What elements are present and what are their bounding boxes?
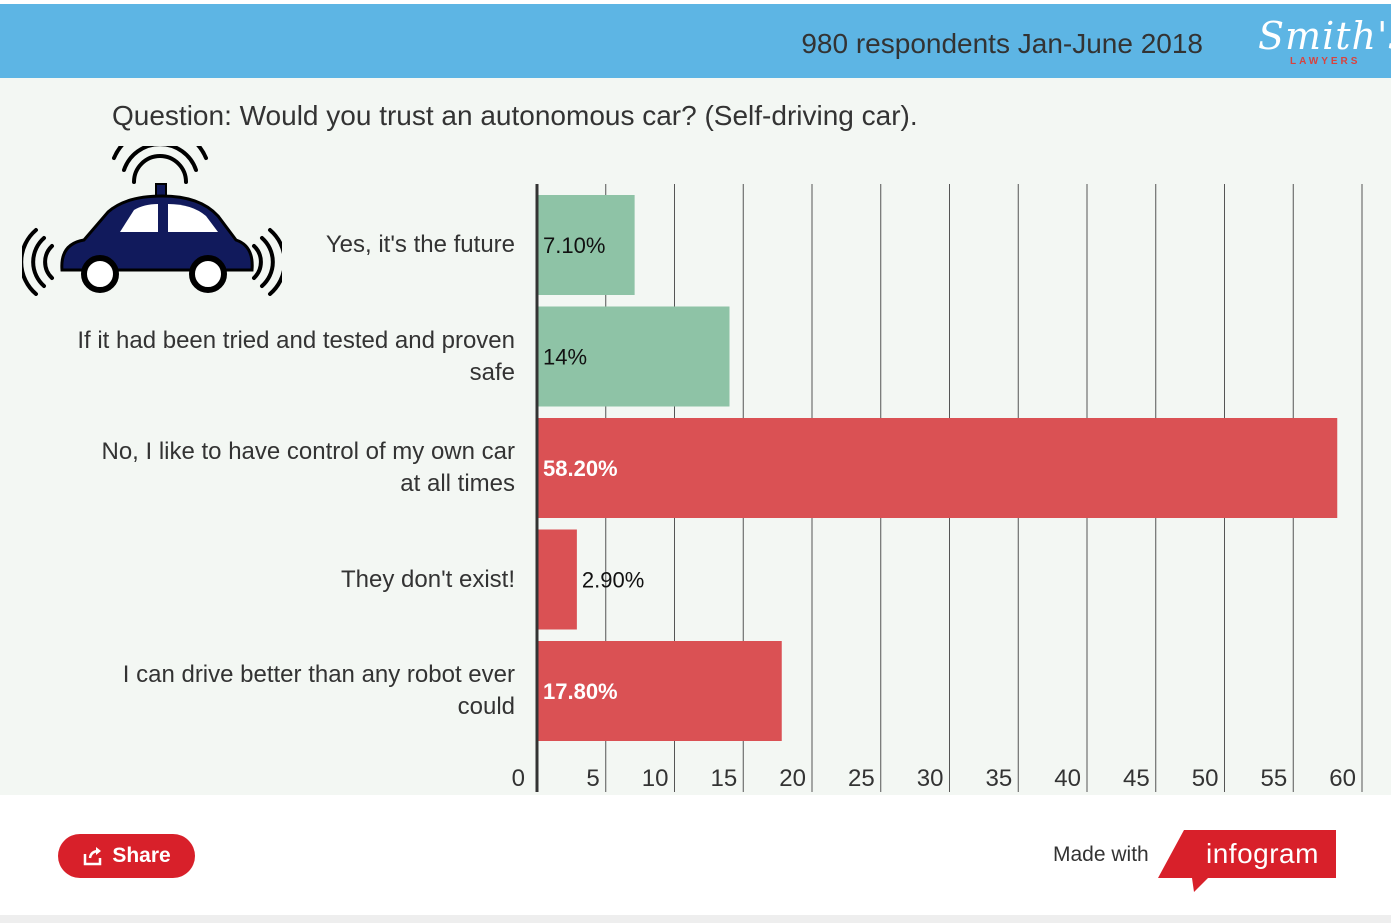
bar-value-label: 17.80%	[543, 679, 618, 704]
bar[interactable]	[537, 641, 782, 741]
bar-value-label: 2.90%	[582, 568, 644, 593]
bar[interactable]	[537, 306, 730, 407]
bottom-divider	[0, 915, 1391, 923]
x-tick-label: 5	[586, 765, 599, 792]
made-with-label: Made with	[1053, 843, 1149, 866]
x-tick-label: 60	[1329, 765, 1356, 792]
x-tick-label: 35	[986, 765, 1013, 792]
x-tick-label: 50	[1192, 765, 1219, 792]
category-label: I can drive better than any robot ever c…	[122, 661, 515, 720]
bar[interactable]	[537, 195, 635, 295]
category-label: Yes, it's the future	[325, 231, 515, 258]
bar-value-label: 58.20%	[543, 456, 618, 481]
x-tick-label: 20	[779, 765, 806, 792]
bar[interactable]	[537, 529, 577, 630]
footer	[0, 795, 1391, 915]
bar-value-label: 7.10%	[543, 233, 605, 258]
bar-value-label: 14%	[543, 345, 587, 370]
category-label: If it had been tried and tested and prov…	[77, 326, 515, 386]
logo-script-text: Smith's	[1258, 14, 1391, 58]
infogram-badge[interactable]	[1158, 830, 1338, 892]
x-tick-label: 45	[1123, 765, 1150, 792]
x-tick-label: 55	[1261, 765, 1288, 792]
x-tick-label: 30	[917, 765, 944, 792]
smiths-lawyers-logo: Smith's LAWYERS	[1250, 10, 1391, 74]
x-tick-label: 10	[642, 765, 669, 792]
header-bar: 980 respondents Jan-June 2018 Smith's LA…	[0, 4, 1391, 78]
x-tick-label: 40	[1054, 765, 1081, 792]
share-label: Share	[112, 844, 171, 867]
autonomous-car-icon	[22, 146, 282, 296]
x-tick-label: 15	[711, 765, 738, 792]
infogram-brand: infogram	[1206, 838, 1319, 869]
header-subtitle: 980 respondents Jan-June 2018	[801, 28, 1203, 59]
bar[interactable]	[537, 418, 1338, 518]
category-label: No, I like to have control of my own car…	[101, 438, 515, 497]
category-label: They don't exist!	[341, 565, 515, 593]
logo-subtext: LAWYERS	[1290, 56, 1361, 67]
share-icon	[84, 847, 102, 866]
x-tick-label: 25	[848, 765, 875, 792]
question-title: Question: Would you trust an autonomous …	[112, 100, 918, 131]
share-button[interactable]: Share	[58, 834, 195, 878]
x-tick-label: 0	[512, 765, 525, 792]
